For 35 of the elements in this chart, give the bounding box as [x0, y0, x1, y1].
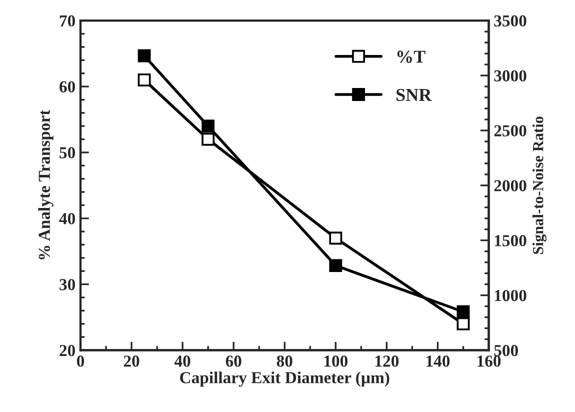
x-tick-label: 140	[426, 356, 450, 367]
point	[202, 132, 215, 146]
x-tick-label: 100	[324, 356, 348, 367]
point	[138, 49, 151, 62]
legend-label: %T	[397, 50, 426, 63]
y2-tick-label: 1500	[494, 235, 526, 246]
point	[456, 317, 470, 330]
y-tick-label: 30	[60, 278, 76, 290]
point	[329, 232, 342, 245]
y-tick-label: 60	[60, 81, 76, 92]
legend-label: SNR	[396, 88, 432, 101]
point	[456, 305, 470, 318]
x-axis-title: Capillary Exit Diameter (µm)	[180, 372, 390, 387]
y-tick-label: 40	[59, 213, 76, 224]
x-tick-label: 20	[124, 356, 140, 367]
x-tick-label: 120	[376, 356, 399, 367]
x-tick-label: 0	[76, 356, 84, 367]
point	[202, 120, 215, 133]
y2-axis-title: Signal-to-Noise Ratio	[532, 116, 546, 254]
y2-tick-label: 3000	[494, 70, 526, 82]
y2-tick-label: 2500	[494, 125, 526, 136]
y-tick-label: 70	[60, 15, 76, 27]
y2-tick-label: 3500	[494, 15, 526, 27]
point	[138, 73, 151, 86]
y2-tick-label: 1000	[494, 290, 526, 302]
x-tick-label: 60	[226, 356, 242, 367]
y-tick-label: 20	[60, 344, 76, 356]
point	[329, 259, 342, 272]
y2-tick-label: 2000	[494, 180, 526, 192]
y-axis-title: % Analyte Transport	[38, 110, 54, 260]
y-tick-label: 50	[60, 147, 76, 158]
x-tick-label: 160	[478, 356, 501, 367]
y2-tick-label: 500	[494, 344, 518, 356]
x-tick-label: 40	[174, 356, 190, 367]
x-tick-label: 80	[276, 356, 292, 367]
